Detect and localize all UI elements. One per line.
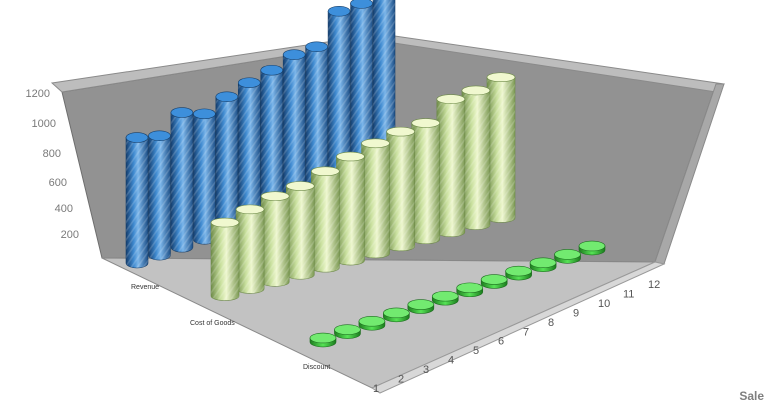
bar-3-2 — [334, 324, 361, 339]
category-label-2: Cost of Goods — [190, 320, 235, 327]
y-tick-label: 600 — [49, 177, 67, 189]
bar-1-1 — [125, 132, 149, 269]
x-tick-label: 6 — [498, 336, 504, 348]
x-tick-label: 4 — [448, 355, 454, 367]
bar-3-8 — [480, 274, 508, 289]
series-2 — [210, 72, 516, 301]
bar-2-11 — [461, 85, 491, 230]
bar-2-10 — [436, 94, 466, 237]
bar-2-9 — [411, 118, 441, 245]
bar-1-8 — [282, 49, 306, 213]
bar-3-6 — [431, 290, 459, 306]
bar-3-7 — [456, 282, 484, 298]
y-tick-label: 400 — [55, 203, 73, 215]
bar-2-2 — [235, 204, 265, 294]
bars — [125, 0, 606, 348]
bar-3-12 — [578, 240, 606, 256]
category-labels: Revenue Cost of Goods Discount — [131, 284, 330, 371]
bar-2-5 — [311, 166, 340, 273]
y-tick-label: 200 — [61, 229, 79, 241]
bar-2-8 — [386, 126, 415, 252]
bar-3-11 — [554, 249, 581, 264]
bar-2-7 — [361, 138, 390, 259]
bar-1-3 — [170, 107, 194, 253]
series-3 — [309, 240, 606, 348]
bar-1-2 — [148, 130, 171, 261]
bar-3-10 — [529, 257, 557, 272]
floor-edge-right — [370, 261, 666, 394]
bar-2-6 — [336, 151, 365, 266]
bar-1-4 — [193, 108, 216, 245]
x-tick-label: 9 — [573, 307, 579, 319]
y-axis: 200 400 600 800 1000 1200 — [26, 88, 79, 241]
x-tick-label: 5 — [473, 345, 479, 357]
x-tick-label: 1 — [373, 383, 379, 395]
y-tick-label: 1200 — [26, 88, 50, 100]
corner-label: Sale — [739, 389, 764, 403]
bar-2-4 — [285, 181, 315, 280]
bar-3-4 — [383, 307, 410, 323]
y-tick-label: 1000 — [32, 118, 56, 130]
bar-3-5 — [407, 299, 435, 314]
x-tick-label: 3 — [423, 364, 429, 376]
x-tick-label: 8 — [548, 317, 554, 329]
bar-2-3 — [260, 191, 290, 287]
category-label-1: Revenue — [131, 284, 159, 291]
bar-2-12 — [486, 72, 516, 223]
bar-2-1 — [210, 217, 240, 301]
bar-1-7 — [260, 64, 284, 221]
y-tick-label: 800 — [43, 148, 61, 160]
x-tick-label: 2 — [398, 374, 404, 386]
x-tick-label: 10 — [598, 298, 610, 310]
x-tick-label: 7 — [523, 326, 529, 338]
bar-3-1 — [309, 332, 337, 348]
bar-1-5 — [215, 91, 239, 237]
category-label-3: Discount — [303, 364, 330, 371]
bar-3-3 — [358, 316, 386, 331]
bar-1-9 — [305, 41, 328, 205]
x-tick-label: 11 — [623, 288, 634, 300]
x-tick-label: 12 — [648, 279, 660, 291]
bar-3-9 — [505, 265, 532, 281]
